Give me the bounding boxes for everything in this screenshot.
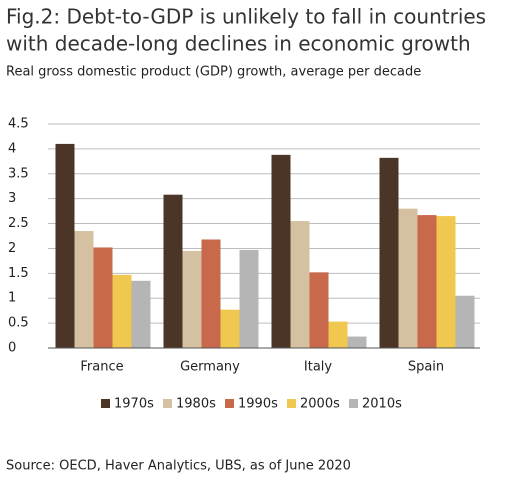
legend-swatch xyxy=(287,399,296,408)
bar xyxy=(112,274,132,348)
y-tick-label: 0.5 xyxy=(8,316,29,331)
legend-label: 1980s xyxy=(176,397,216,412)
x-tick-label: Germany xyxy=(180,360,240,375)
bar xyxy=(328,321,348,348)
bar xyxy=(55,143,75,348)
legend-swatch xyxy=(225,399,234,408)
y-tick-label: 1.5 xyxy=(8,266,29,281)
y-tick-label: 3.5 xyxy=(8,166,29,181)
legend-label: 1990s xyxy=(238,397,278,412)
bar xyxy=(74,231,94,348)
x-tick-label: Spain xyxy=(408,360,444,375)
bar xyxy=(131,280,151,348)
chart-title: with decade-long declines in economic gr… xyxy=(6,32,471,56)
bar xyxy=(290,221,310,348)
y-tick-label: 2 xyxy=(8,241,16,256)
bar xyxy=(182,250,202,348)
y-tick-label: 2.5 xyxy=(8,216,29,231)
legend-label: 2000s xyxy=(300,397,340,412)
x-tick-label: Italy xyxy=(304,360,333,375)
bar xyxy=(239,249,259,348)
bar xyxy=(309,272,329,348)
chart-title: Fig.2: Debt-to-GDP is unlikely to fall i… xyxy=(6,5,486,29)
bar xyxy=(163,194,183,348)
chart-subtitle: Real gross domestic product (GDP) growth… xyxy=(6,65,421,80)
y-tick-label: 4.5 xyxy=(8,117,29,132)
y-tick-label: 0 xyxy=(8,341,16,356)
bar xyxy=(398,208,418,348)
y-tick-label: 4 xyxy=(8,141,16,156)
bar xyxy=(379,157,399,348)
legend-swatch xyxy=(349,399,358,408)
bar xyxy=(417,215,437,348)
legend-label: 1970s xyxy=(114,397,154,412)
bar xyxy=(220,309,240,348)
bar xyxy=(271,154,291,348)
source-note: Source: OECD, Haver Analytics, UBS, as o… xyxy=(6,459,351,474)
y-tick-label: 1 xyxy=(8,291,16,306)
bar xyxy=(93,247,113,348)
bar xyxy=(436,216,456,348)
bar xyxy=(347,336,367,348)
legend-swatch xyxy=(101,399,110,408)
bar xyxy=(455,295,475,348)
y-tick-label: 3 xyxy=(8,191,16,206)
legend-label: 2010s xyxy=(362,397,402,412)
bar xyxy=(201,239,221,348)
x-tick-label: France xyxy=(80,360,123,375)
legend-swatch xyxy=(163,399,172,408)
